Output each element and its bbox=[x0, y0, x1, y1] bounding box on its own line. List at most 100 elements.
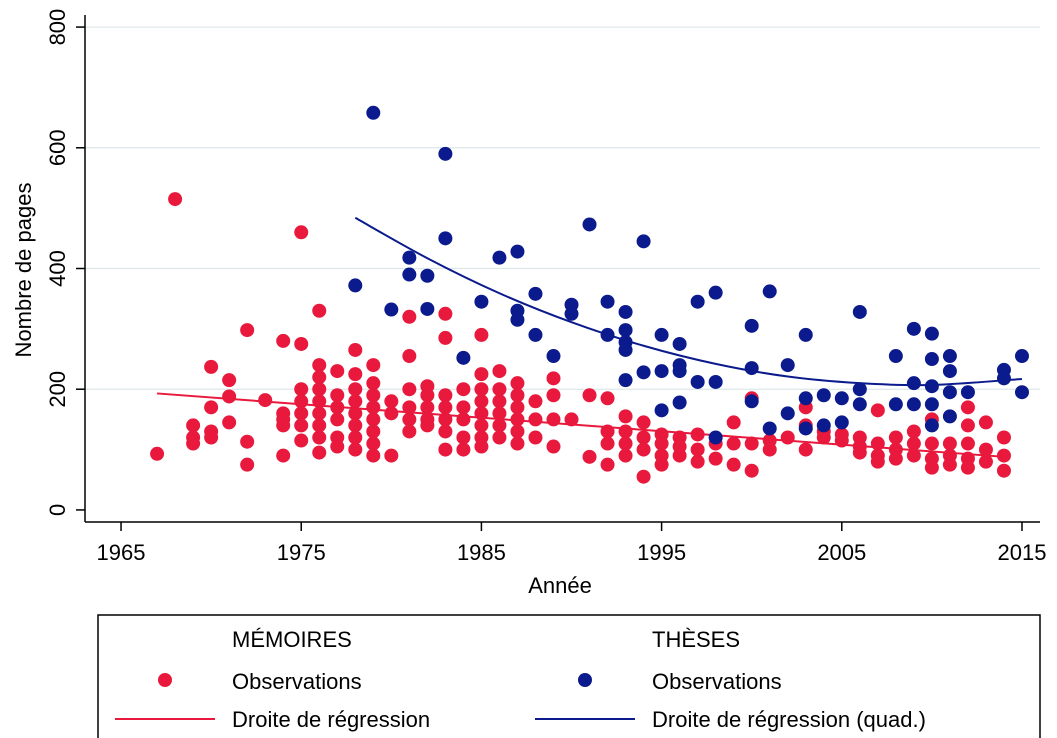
point bbox=[294, 394, 309, 409]
point bbox=[366, 388, 381, 403]
y-tick-label: 600 bbox=[45, 129, 70, 166]
point bbox=[438, 306, 453, 321]
point bbox=[636, 442, 651, 457]
point bbox=[186, 436, 201, 451]
point bbox=[888, 451, 903, 466]
legend: MÉMOIRES THÈSES Observations Droite de r… bbox=[97, 614, 1041, 738]
point bbox=[402, 267, 417, 282]
legend-label: Observations bbox=[232, 669, 362, 694]
point bbox=[780, 358, 795, 373]
point bbox=[366, 436, 381, 451]
point bbox=[600, 436, 615, 451]
point bbox=[654, 364, 669, 379]
point bbox=[366, 358, 381, 373]
point bbox=[672, 364, 687, 379]
point bbox=[636, 415, 651, 430]
point bbox=[924, 460, 939, 475]
point bbox=[834, 391, 849, 406]
point bbox=[1014, 385, 1029, 400]
point bbox=[906, 321, 921, 336]
point bbox=[888, 349, 903, 364]
point bbox=[600, 391, 615, 406]
point bbox=[618, 323, 633, 338]
x-tick-label: 1965 bbox=[97, 540, 146, 565]
point bbox=[960, 436, 975, 451]
point bbox=[618, 436, 633, 451]
point bbox=[924, 379, 939, 394]
point bbox=[438, 330, 453, 345]
point bbox=[420, 418, 435, 433]
point bbox=[510, 312, 525, 327]
point bbox=[780, 430, 795, 445]
point bbox=[402, 400, 417, 415]
point bbox=[312, 445, 327, 460]
point bbox=[474, 439, 489, 454]
point bbox=[312, 406, 327, 421]
point bbox=[996, 371, 1011, 386]
x-tick-label: 2005 bbox=[817, 540, 866, 565]
point bbox=[294, 406, 309, 421]
point bbox=[492, 394, 507, 409]
point bbox=[384, 302, 399, 317]
y-tick-label: 0 bbox=[45, 504, 70, 516]
point bbox=[798, 327, 813, 342]
point bbox=[906, 436, 921, 451]
point bbox=[474, 418, 489, 433]
point bbox=[654, 403, 669, 418]
point bbox=[294, 418, 309, 433]
point bbox=[708, 374, 723, 389]
x-tick-label: 1995 bbox=[637, 540, 686, 565]
point bbox=[204, 400, 219, 415]
point bbox=[294, 382, 309, 397]
point bbox=[672, 395, 687, 410]
point bbox=[672, 336, 687, 351]
point bbox=[294, 336, 309, 351]
point bbox=[348, 430, 363, 445]
point bbox=[618, 409, 633, 424]
point bbox=[654, 436, 669, 451]
point bbox=[348, 394, 363, 409]
point bbox=[168, 192, 183, 207]
point bbox=[492, 430, 507, 445]
point bbox=[798, 421, 813, 436]
point bbox=[438, 146, 453, 161]
point bbox=[438, 400, 453, 415]
point bbox=[546, 439, 561, 454]
point bbox=[438, 388, 453, 403]
point bbox=[276, 333, 291, 348]
point bbox=[222, 389, 237, 404]
point bbox=[744, 463, 759, 478]
point bbox=[456, 382, 471, 397]
point bbox=[564, 412, 579, 427]
point bbox=[906, 376, 921, 391]
point bbox=[762, 284, 777, 299]
point bbox=[402, 424, 417, 439]
point bbox=[960, 460, 975, 475]
point bbox=[348, 418, 363, 433]
point bbox=[474, 382, 489, 397]
point bbox=[510, 424, 525, 439]
point bbox=[852, 304, 867, 319]
point bbox=[870, 403, 885, 418]
point bbox=[906, 397, 921, 412]
point bbox=[438, 231, 453, 246]
regression-line bbox=[157, 392, 1005, 458]
point bbox=[510, 400, 525, 415]
point bbox=[690, 374, 705, 389]
point bbox=[492, 250, 507, 265]
point bbox=[1014, 349, 1029, 364]
point bbox=[708, 451, 723, 466]
point bbox=[456, 400, 471, 415]
point bbox=[636, 234, 651, 249]
point bbox=[186, 418, 201, 433]
point bbox=[312, 303, 327, 318]
point bbox=[942, 349, 957, 364]
legend-label: Droite de régression (quad.) bbox=[652, 707, 926, 732]
point bbox=[204, 359, 219, 374]
point bbox=[942, 364, 957, 379]
point bbox=[906, 424, 921, 439]
point bbox=[276, 418, 291, 433]
legend-marker bbox=[578, 673, 592, 687]
point bbox=[924, 436, 939, 451]
point bbox=[888, 430, 903, 445]
